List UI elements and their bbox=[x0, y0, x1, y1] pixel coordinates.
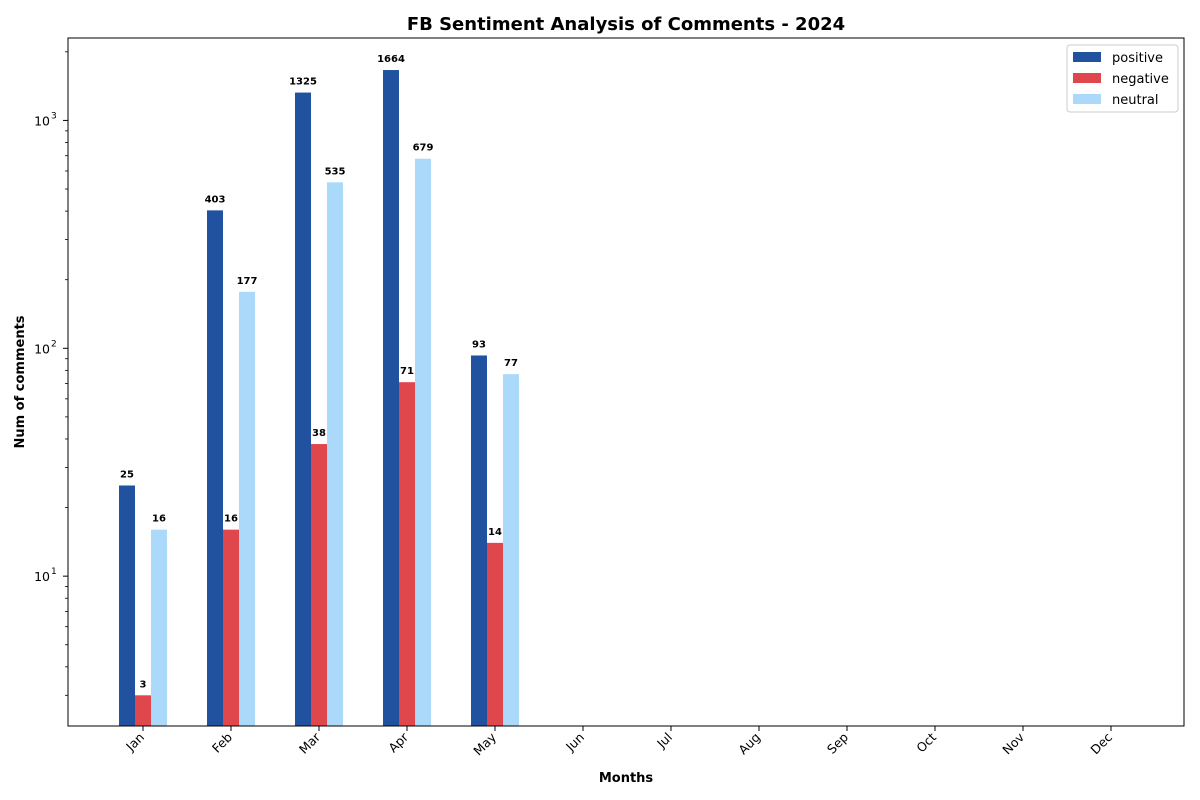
y-tick-label-base-2: 10 bbox=[34, 341, 50, 356]
legend-label-positive: positive bbox=[1112, 51, 1163, 66]
bar-positive-feb bbox=[207, 210, 223, 727]
x-tick-label-feb: Feb bbox=[209, 729, 235, 755]
x-tick-label-dec: Dec bbox=[1087, 729, 1115, 757]
x-tick-label-aug: Aug bbox=[735, 730, 763, 758]
data-label-neutral-jan: 16 bbox=[152, 514, 166, 525]
bar-neutral-apr bbox=[415, 158, 431, 726]
bar-neutral-feb bbox=[239, 291, 255, 726]
x-tick-label-sep: Sep bbox=[824, 729, 851, 756]
data-label-negative-feb: 16 bbox=[224, 514, 238, 525]
y-tick-label-exp-2: 2 bbox=[51, 339, 57, 349]
plot-area: 25 403 1325 1664 93 3 16 38 71 14 16 177 535 679 77 bbox=[119, 54, 519, 727]
bar-negative-apr bbox=[399, 382, 415, 726]
data-label-negative-may: 14 bbox=[488, 527, 502, 538]
bar-negative-may bbox=[487, 542, 503, 726]
y-axis-label: Num of comments bbox=[13, 315, 28, 448]
bar-neutral-jan bbox=[151, 529, 167, 726]
data-label-positive-feb: 403 bbox=[205, 194, 226, 205]
x-axis: Jan Feb Mar Apr May Jun Jul Aug Sep Oct Nov Dec bbox=[122, 726, 1115, 758]
x-tick-label-nov: Nov bbox=[999, 729, 1027, 757]
bar-negative-jan bbox=[135, 695, 151, 726]
data-label-positive-mar: 1325 bbox=[289, 77, 317, 88]
x-tick-label-mar: Mar bbox=[296, 729, 324, 757]
bar-positive-apr bbox=[383, 70, 399, 727]
data-label-positive-jan: 25 bbox=[120, 469, 134, 480]
data-label-neutral-apr: 679 bbox=[413, 143, 434, 154]
data-label-negative-apr: 71 bbox=[400, 366, 414, 377]
bar-negative-mar bbox=[311, 444, 327, 726]
plot-frame bbox=[67, 37, 1185, 727]
x-tick-label-jan: Jan bbox=[122, 730, 147, 755]
data-label-negative-mar: 38 bbox=[312, 428, 326, 439]
bar-negative-feb bbox=[223, 529, 239, 726]
legend-label-negative: negative bbox=[1112, 72, 1169, 87]
data-label-positive-apr: 1664 bbox=[377, 54, 405, 65]
x-axis-label: Months bbox=[599, 771, 654, 786]
bar-neutral-mar bbox=[327, 182, 343, 726]
legend: positive negative neutral bbox=[1066, 44, 1179, 113]
x-tick-label-apr: Apr bbox=[385, 729, 412, 756]
chart-title: FB Sentiment Analysis of Comments - 2024 bbox=[407, 14, 845, 35]
data-label-positive-may: 93 bbox=[472, 339, 486, 350]
y-tick-label-exp-1: 1 bbox=[51, 567, 57, 577]
bar-positive-mar bbox=[295, 92, 311, 726]
data-label-negative-jan: 3 bbox=[140, 679, 147, 690]
x-tick-label-may: May bbox=[470, 729, 499, 758]
x-tick-label-jul: Jul bbox=[653, 730, 675, 752]
bar-positive-jan bbox=[119, 485, 135, 726]
y-tick-label-exp-3: 3 bbox=[51, 111, 57, 121]
bar-positive-may bbox=[471, 355, 487, 726]
data-label-neutral-may: 77 bbox=[504, 358, 518, 369]
legend-label-neutral: neutral bbox=[1112, 93, 1159, 108]
y-tick-label-base-1: 10 bbox=[34, 569, 50, 584]
data-label-neutral-mar: 535 bbox=[325, 166, 346, 177]
data-label-neutral-feb: 177 bbox=[237, 276, 258, 287]
x-tick-label-oct: Oct bbox=[913, 729, 939, 755]
x-tick-label-jun: Jun bbox=[562, 730, 587, 755]
y-tick-label-base-3: 10 bbox=[34, 113, 50, 128]
bar-neutral-may bbox=[503, 374, 519, 726]
legend-swatch-negative bbox=[1073, 73, 1101, 83]
legend-swatch-positive bbox=[1073, 52, 1101, 62]
legend-swatch-neutral bbox=[1073, 94, 1101, 104]
